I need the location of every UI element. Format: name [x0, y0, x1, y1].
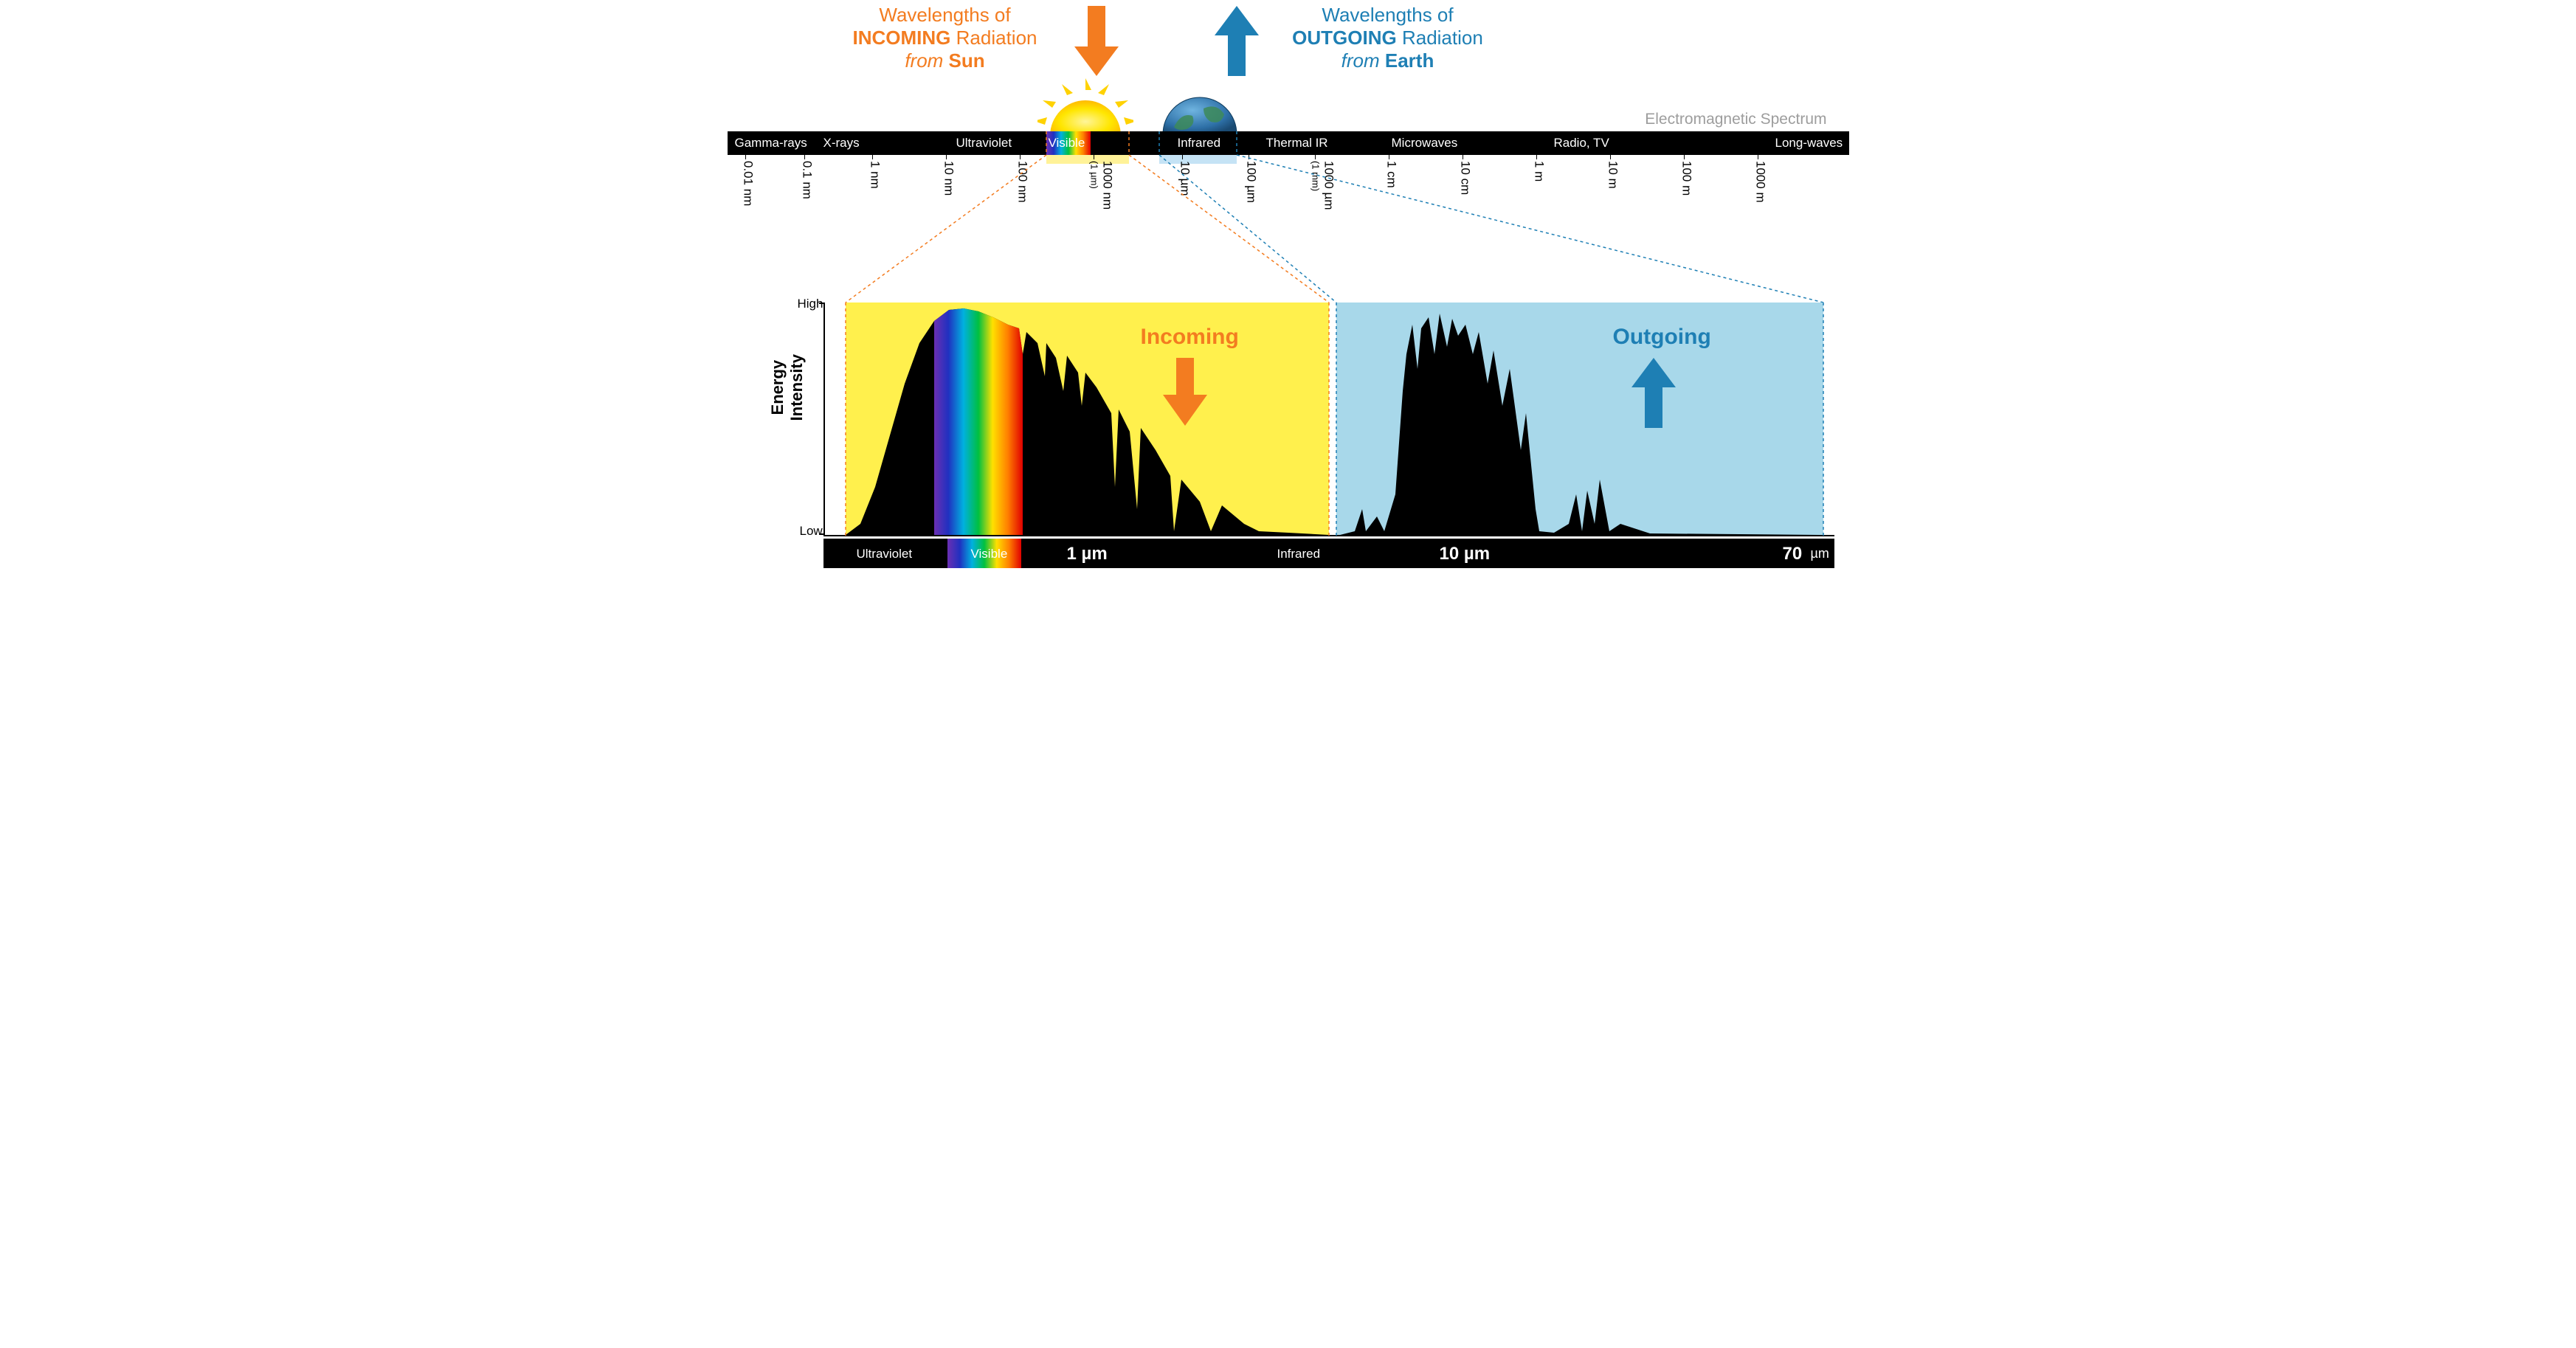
outgoing-arrow-icon: [1631, 358, 1676, 432]
xaxis-label: 1 µm: [1067, 544, 1108, 564]
incoming-label: Incoming: [1141, 325, 1239, 350]
xaxis-label: µm: [1811, 546, 1829, 561]
incoming-arrow-icon: [1163, 358, 1207, 432]
xaxis-label: Visible: [971, 547, 1008, 561]
xaxis-label: Ultraviolet: [857, 547, 913, 561]
xaxis-label: 70: [1783, 544, 1803, 564]
chart-xaxis-bar: Ultraviolet Visible 1 µm Infrared 10 µm 70 µm: [823, 539, 1834, 568]
xaxis-label: 10 µm: [1440, 544, 1491, 564]
outgoing-label: Outgoing: [1613, 325, 1711, 350]
xaxis-label: Infrared: [1277, 547, 1321, 561]
